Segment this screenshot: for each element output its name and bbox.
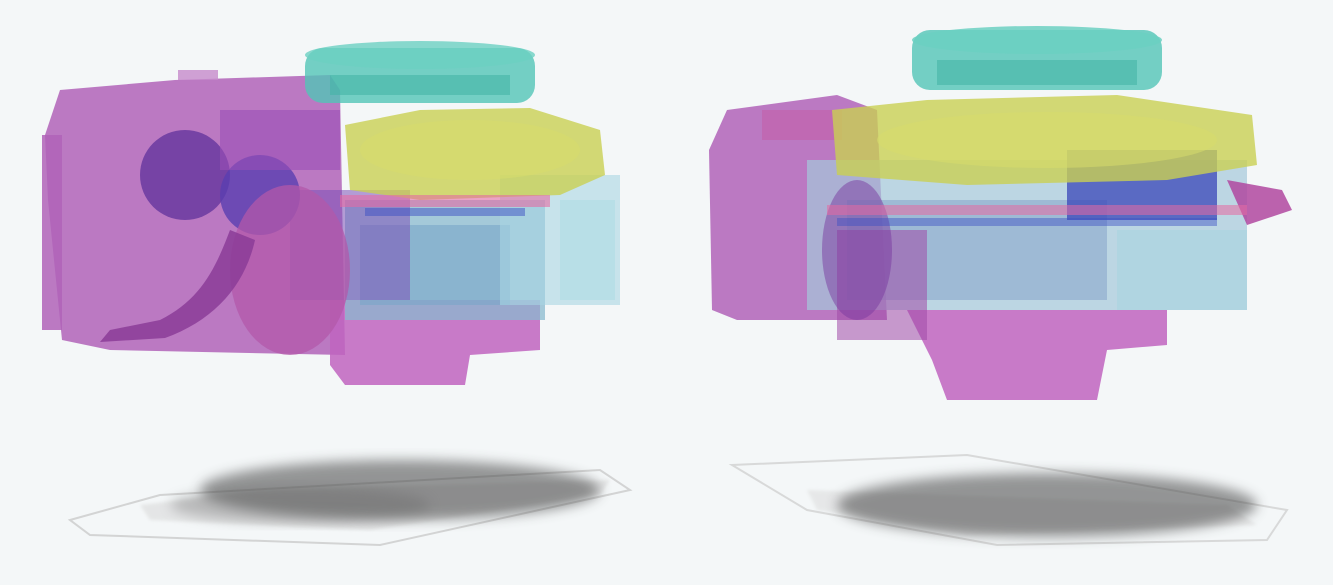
ground-shadow-right bbox=[732, 455, 1287, 545]
ground-shadow-left bbox=[70, 460, 630, 545]
accessory-drive-left bbox=[340, 195, 550, 216]
engine-illustration-left bbox=[0, 0, 667, 585]
intake-manifold-right bbox=[832, 95, 1257, 185]
engine-render-left bbox=[0, 0, 667, 585]
intake-manifold-left bbox=[345, 108, 605, 200]
engine-illustration-right bbox=[667, 0, 1333, 585]
air-cleaner-right bbox=[912, 26, 1162, 90]
air-cleaner-left bbox=[305, 41, 535, 103]
engine-render-right bbox=[667, 0, 1333, 585]
oil-pan-right bbox=[907, 310, 1167, 400]
